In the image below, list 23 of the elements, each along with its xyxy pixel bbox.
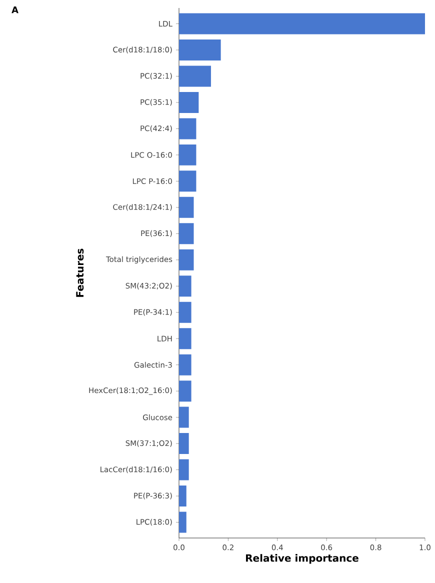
- y-axis-title: Features: [76, 248, 84, 297]
- bar: [178, 223, 194, 244]
- bar: [178, 144, 196, 166]
- bar: [178, 512, 186, 533]
- x-axis-title: Relative importance: [246, 554, 358, 564]
- bar: [178, 328, 192, 350]
- bar: [178, 276, 192, 297]
- bar: [178, 13, 425, 34]
- bar: [178, 406, 189, 428]
- bar: [178, 380, 192, 402]
- bar: [178, 302, 192, 323]
- bar: [178, 39, 221, 60]
- bar: [178, 92, 199, 113]
- bar: [178, 170, 196, 192]
- bar: [178, 486, 186, 507]
- bar: [178, 66, 211, 87]
- bar: [178, 459, 189, 480]
- text: A: [12, 6, 18, 14]
- bar: [178, 196, 194, 218]
- bar: [178, 433, 189, 454]
- bar: [178, 354, 192, 376]
- bar: [178, 249, 194, 270]
- bar: [178, 118, 196, 140]
